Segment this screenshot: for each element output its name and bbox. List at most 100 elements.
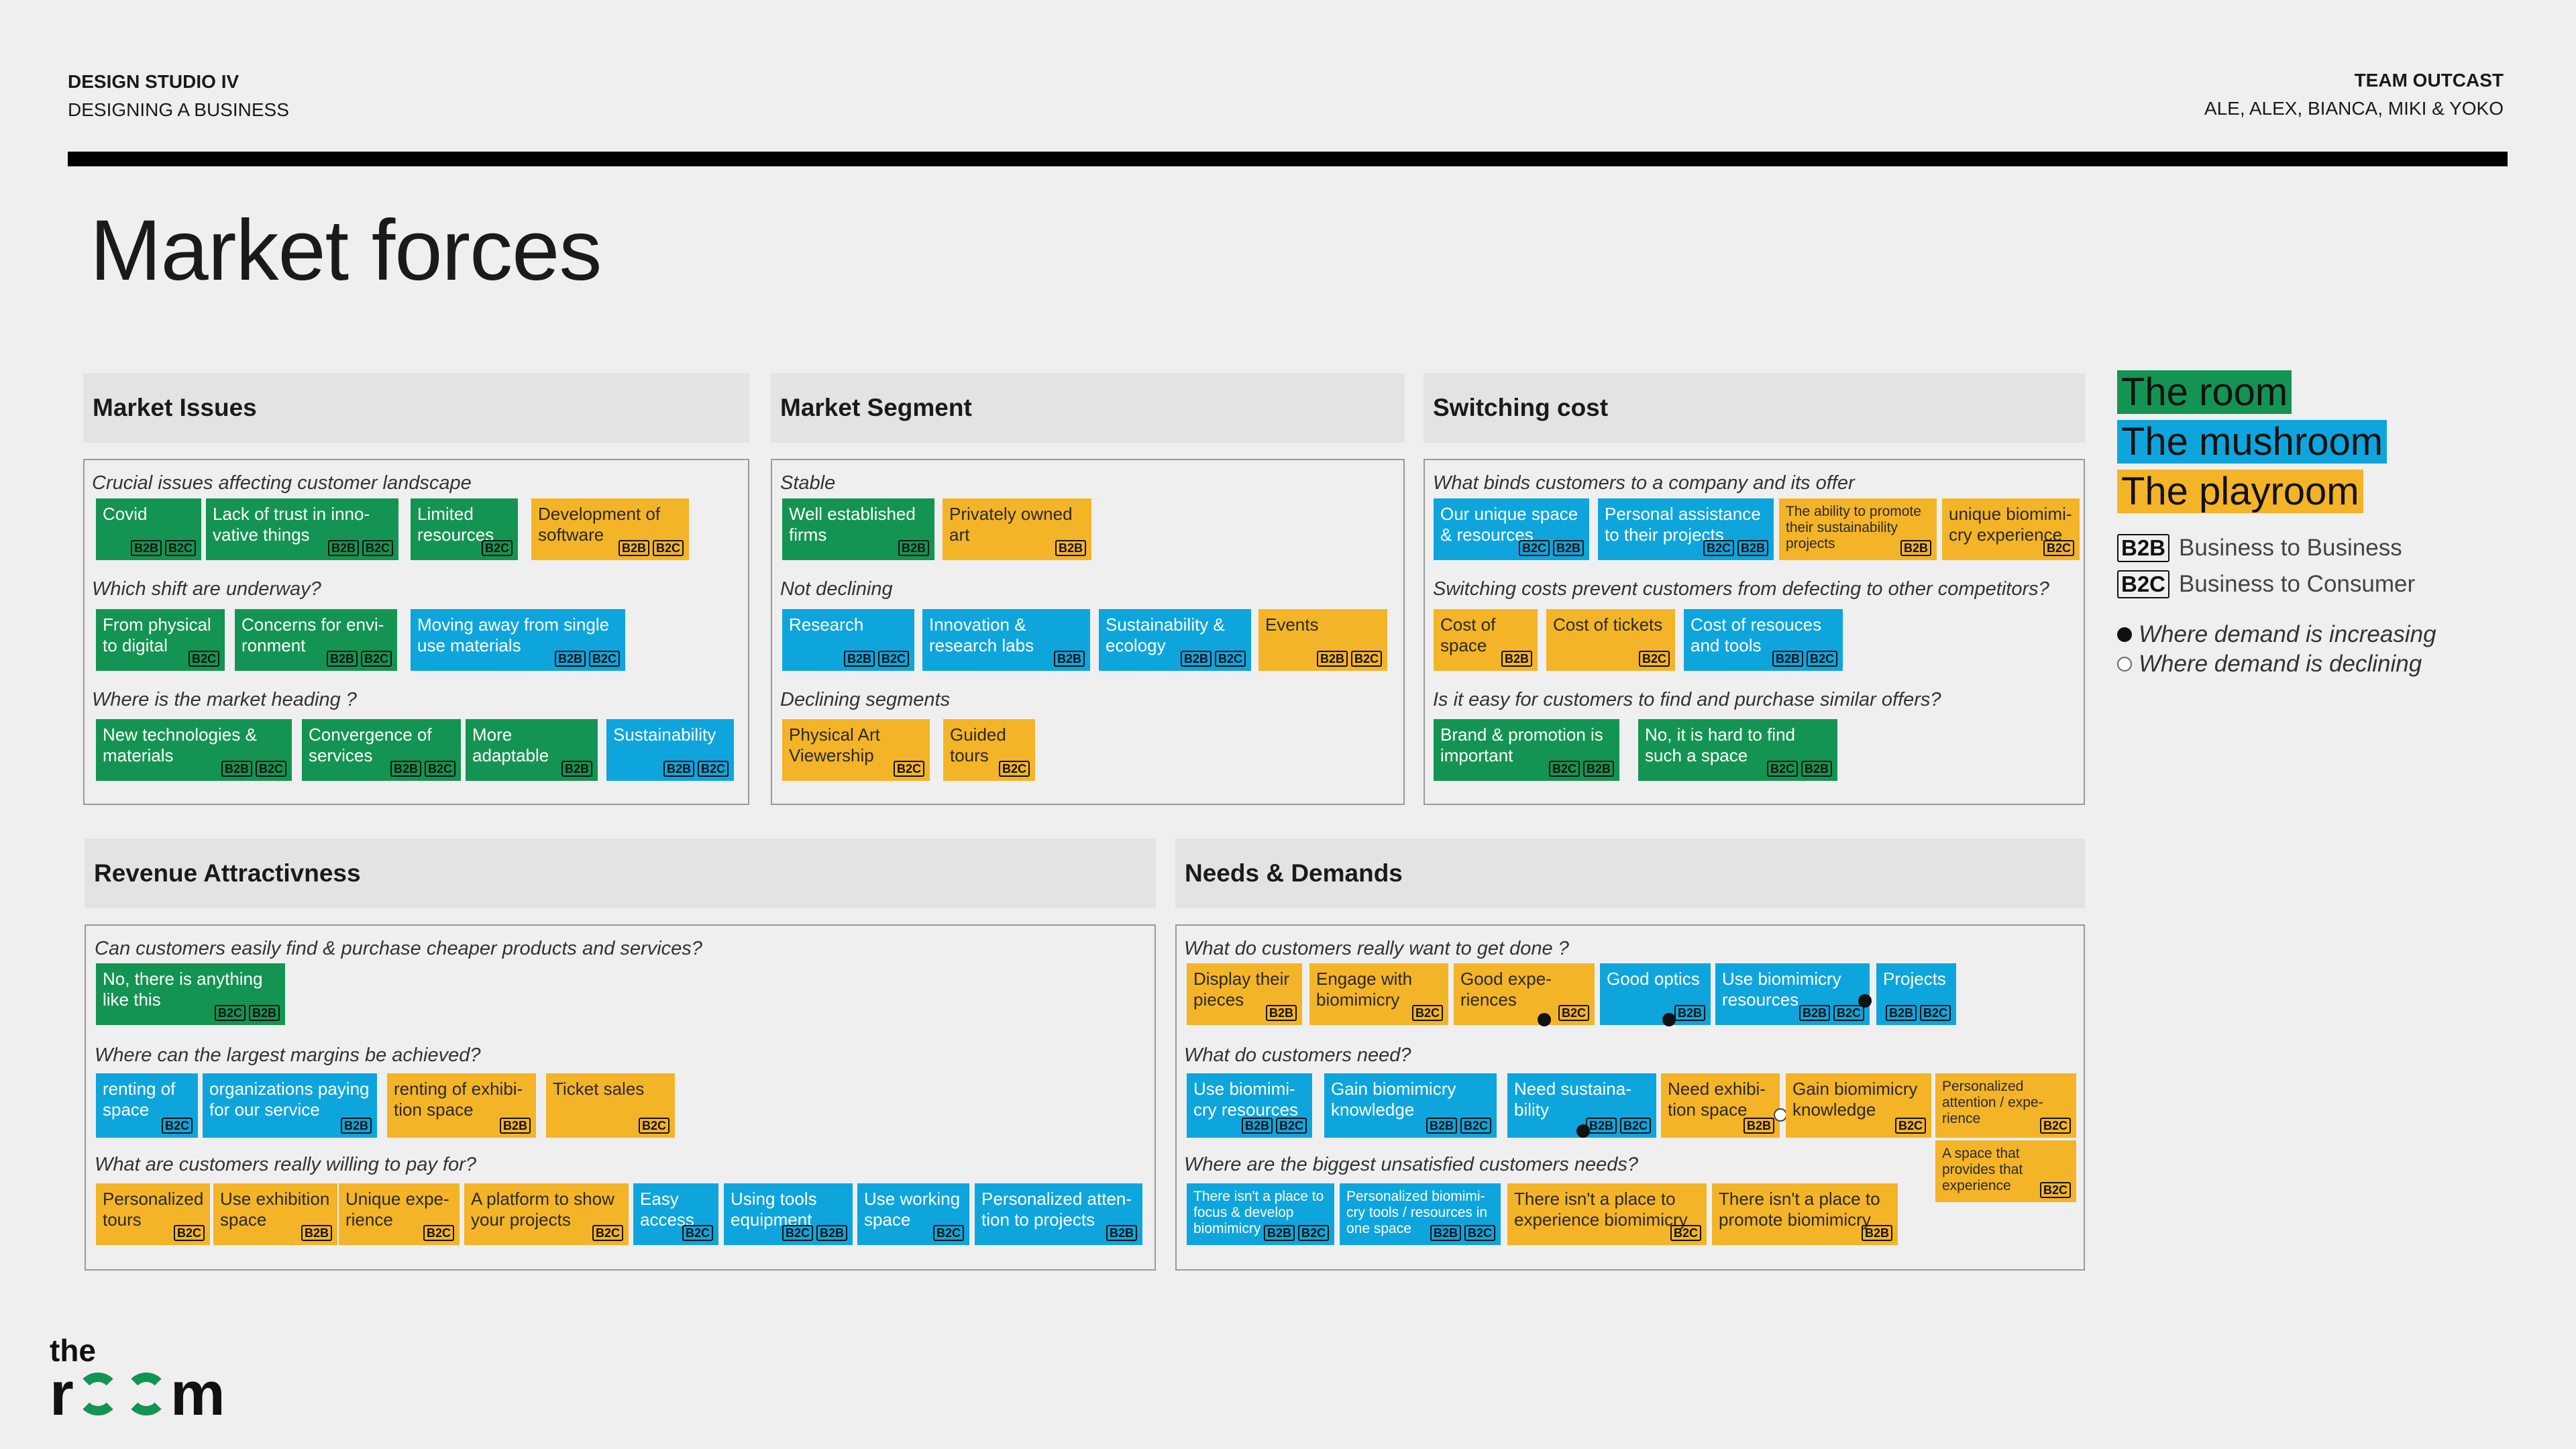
sticky-note: There isn't a place to experience biomim… — [1507, 1183, 1707, 1245]
b2b-tag: B2B — [301, 1225, 332, 1241]
note-tags: B2B B2C — [221, 761, 286, 777]
sticky-note: Concerns for envi-ronment B2B B2C — [235, 609, 397, 671]
note-tags: B2B B2C — [554, 651, 620, 667]
sticky-note: Unique expe-rience B2C — [339, 1183, 460, 1245]
sticky-note-text: Sustainability — [613, 724, 716, 745]
sticky-note-text: No, there is anything like this — [103, 969, 263, 1010]
sticky-note: Brand & promotion is important B2C B2B — [1434, 719, 1619, 781]
sticky-note-text: Use exhibition space — [220, 1189, 330, 1230]
note-tags: B2C — [893, 761, 924, 777]
note-tags: B2B — [1055, 540, 1086, 556]
needs-q1: What do customers really want to get don… — [1184, 938, 1569, 959]
note-tags: B2C — [161, 1118, 193, 1134]
sticky-note: Research B2B B2C — [782, 609, 914, 671]
b2c-tag: B2C — [782, 1225, 813, 1241]
b2c-text: Business to Consumer — [2179, 571, 2416, 597]
market-issues-q1: Crucial issues affecting customer landsc… — [92, 472, 472, 494]
note-tags: B2C — [173, 1225, 205, 1241]
switching-cost-title: Switching cost — [1433, 394, 1609, 421]
header-rule — [68, 152, 2508, 166]
note-tags: B2B — [1743, 1118, 1774, 1134]
market-issues-q2: Which shift are underway? — [92, 578, 321, 600]
sticky-note: Use exhibition space B2B — [213, 1183, 337, 1245]
b2b-tag: B2B — [340, 1118, 372, 1134]
sticky-note: No, it is hard to find such a space B2C B2… — [1638, 719, 1837, 781]
sticky-note: More adaptable B2B — [466, 719, 598, 781]
note-tags: B2C — [592, 1225, 623, 1241]
note-tags: B2B — [499, 1118, 531, 1134]
sticky-note-text: Moving away from single use materials — [417, 614, 610, 655]
b2b-tag: B2B — [1055, 540, 1086, 556]
legend-declining: Where demand is declining — [2117, 651, 2436, 678]
b2b-tag: B2B — [390, 761, 421, 777]
demand-increasing-dot-icon — [1662, 1013, 1676, 1026]
sticky-note: Projects B2B B2C — [1876, 963, 1956, 1025]
sticky-note: Use working space B2C — [857, 1183, 969, 1245]
sticky-note-text: Innovation & research labs — [929, 614, 1034, 655]
market-segment-q3: Declining segments — [780, 689, 951, 710]
b2c-tag: B2C — [877, 651, 909, 667]
b2b-tag: B2B — [1426, 1118, 1457, 1134]
b2c-tag: B2C — [362, 540, 393, 556]
note-tags: B2C — [188, 651, 219, 667]
demand-increasing-dot-icon — [1538, 1013, 1551, 1026]
b2c-tag: B2C — [1638, 651, 1670, 667]
b2c-tag: B2C — [1766, 761, 1798, 777]
b2c-tag: B2C — [1894, 1118, 1926, 1134]
demand-increasing-dot-icon — [1576, 1124, 1590, 1138]
sticky-note: Cost of space B2B — [1434, 609, 1538, 671]
legend-b2c: B2C Business to Consumer — [2117, 570, 2436, 598]
sticky-note-text: Gain biomimicry knowledge — [1331, 1079, 1456, 1120]
sticky-note: Cost of tickets B2C — [1546, 609, 1675, 671]
b2c-tag: B2C — [1350, 651, 1382, 667]
note-tags: B2B — [561, 761, 592, 777]
b2b-tag: B2B — [1501, 651, 1532, 667]
sticky-note-text: Ticket sales — [553, 1079, 645, 1099]
b2c-tag: B2C — [1214, 651, 1246, 667]
demand-increasing-dot-icon — [1858, 994, 1872, 1008]
note-tags: B2C B2B — [1518, 540, 1584, 556]
b2c-tag: B2C — [1518, 540, 1550, 556]
sticky-note: Sustainability & ecology B2B B2C — [1099, 609, 1251, 671]
course-title: DESIGN STUDIO IV — [68, 71, 239, 92]
sticky-note: Privately owned art B2B — [943, 498, 1091, 560]
sticky-note-text: Personal assistance to their projects — [1605, 504, 1761, 545]
needs-header: Needs & Demands — [1175, 839, 2085, 908]
revenue-header: Revenue Attractivness — [85, 839, 1156, 908]
needs-title: Needs & Demands — [1185, 859, 1403, 887]
revenue-q2: Where can the largest margins be achieve… — [95, 1044, 481, 1066]
sticky-note-text: There isn't a place to experience biomim… — [1514, 1189, 1688, 1230]
needs-q3: Where are the biggest unsatisfied custom… — [1184, 1154, 1639, 1175]
note-tags: B2C — [998, 761, 1030, 777]
b2b-tag: B2B — [1180, 651, 1212, 667]
note-tags: B2B — [1265, 1005, 1297, 1021]
note-tags: B2B B2C — [663, 761, 729, 777]
b2c-tag: B2C — [173, 1225, 205, 1241]
sticky-note: Moving away from single use materials B2B… — [411, 609, 625, 671]
note-tags: B2C — [481, 540, 513, 556]
legend-b2b: B2B Business to Business — [2117, 534, 2436, 562]
sticky-note-text: Covid — [103, 504, 148, 524]
note-tags: B2C B2B — [1548, 761, 1614, 777]
sticky-note-text: A platform to show your projects — [471, 1189, 614, 1230]
team-members: ALE, ALEX, BIANCA, MIKI & YOKO — [2204, 98, 2504, 119]
sticky-note-text: Engage with biomimicry — [1316, 969, 1413, 1010]
sticky-note: Guided tours B2C — [943, 719, 1035, 781]
sticky-note-text: Physical Art Viewership — [789, 724, 880, 765]
sticky-note: renting of space B2C — [96, 1073, 198, 1138]
sticky-note-text: renting of space — [103, 1079, 176, 1120]
note-tags: B2B B2C — [1430, 1225, 1495, 1241]
needs-q2: What do customers need? — [1184, 1044, 1411, 1066]
declining-dot-icon — [2117, 657, 2132, 672]
sticky-note: Limited resources B2C — [411, 498, 518, 560]
sticky-note-text: From physical to digital — [103, 614, 211, 655]
note-tags: B2B — [340, 1118, 372, 1134]
course-subtitle: DESIGNING A BUSINESS — [68, 99, 289, 120]
sticky-note: organizations paying for our service B2B — [203, 1073, 377, 1138]
sticky-note: Gain biomimicry knowledge B2B B2C — [1324, 1073, 1497, 1138]
b2c-tag: B2C — [1275, 1118, 1307, 1134]
sticky-note: Good expe-riences B2C — [1454, 963, 1595, 1025]
market-segment-panel — [771, 459, 1405, 805]
note-tags: B2B — [898, 540, 929, 556]
b2c-tag: B2C — [998, 761, 1030, 777]
